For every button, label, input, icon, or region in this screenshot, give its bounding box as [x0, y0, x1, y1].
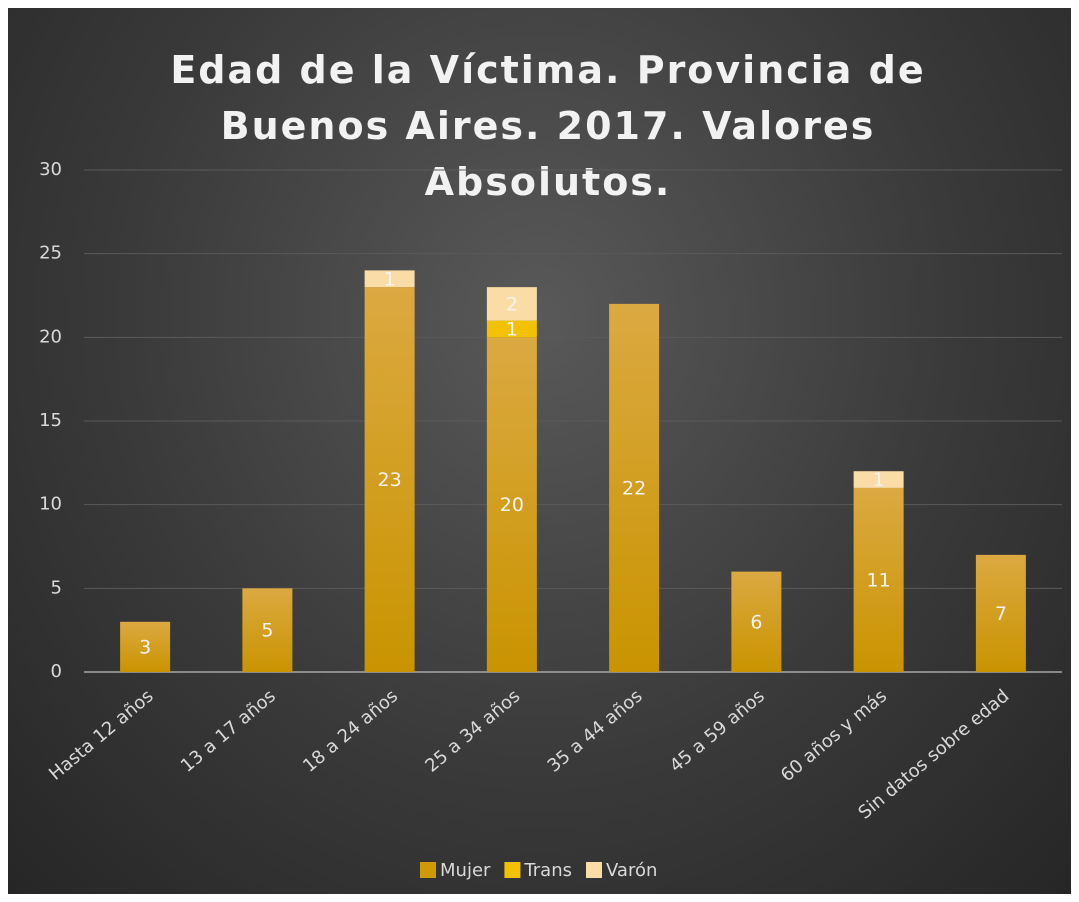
data-label: 7	[995, 603, 1007, 625]
bar-segment	[609, 303, 660, 672]
x-tick-label: 60 años y más	[777, 686, 891, 787]
bar-segment	[731, 571, 782, 672]
x-tick-label: 25 a 34 años	[421, 686, 524, 777]
x-tick-label: 35 a 44 años	[544, 686, 647, 777]
bar-segment	[364, 270, 415, 288]
data-label: 1	[506, 318, 518, 340]
y-tick-label: 30	[39, 159, 62, 180]
data-label: 1	[873, 469, 885, 491]
bar-segment	[975, 554, 1026, 672]
x-tick-label: Hasta 12 años	[45, 686, 157, 785]
bar-segment	[486, 287, 537, 321]
bar-segment	[120, 621, 171, 672]
data-label: 11	[867, 569, 891, 591]
legend-label: Varón	[606, 860, 657, 881]
x-tick-label: 18 a 24 años	[299, 686, 402, 777]
data-label: 20	[500, 494, 524, 516]
bar-segment	[853, 471, 904, 488]
data-label: 1	[384, 268, 396, 290]
data-label: 2	[506, 293, 518, 315]
bar-segment	[242, 588, 293, 672]
x-tick-label: 45 a 59 años	[666, 686, 769, 777]
legend-swatch	[586, 862, 602, 878]
bar-segment	[853, 487, 904, 672]
y-tick-label: 25	[39, 243, 62, 264]
legend-label: Trans	[523, 860, 572, 881]
bar-segment	[486, 320, 537, 338]
chart-title: Edad de la Víctima. Provincia de Buenos …	[170, 48, 926, 204]
y-tick-label: 5	[51, 577, 62, 598]
y-tick-label: 0	[51, 661, 62, 682]
data-label: 23	[378, 469, 402, 491]
data-label: 5	[261, 620, 273, 642]
data-label: 3	[139, 636, 151, 658]
bar-segment	[486, 337, 537, 672]
x-tick-label: 13 a 17 años	[177, 686, 280, 777]
bar-segment	[364, 287, 415, 672]
chart-area: Edad de la Víctima. Provincia de Buenos …	[8, 8, 1071, 894]
legend-label: Mujer	[440, 860, 491, 881]
y-tick-label: 10	[39, 494, 62, 515]
y-tick-label: 15	[39, 410, 62, 431]
data-label: 6	[750, 611, 762, 633]
data-label: 22	[622, 477, 646, 499]
y-tick-label: 20	[39, 326, 62, 347]
legend-swatch	[504, 862, 521, 878]
legend-swatch	[420, 862, 436, 878]
